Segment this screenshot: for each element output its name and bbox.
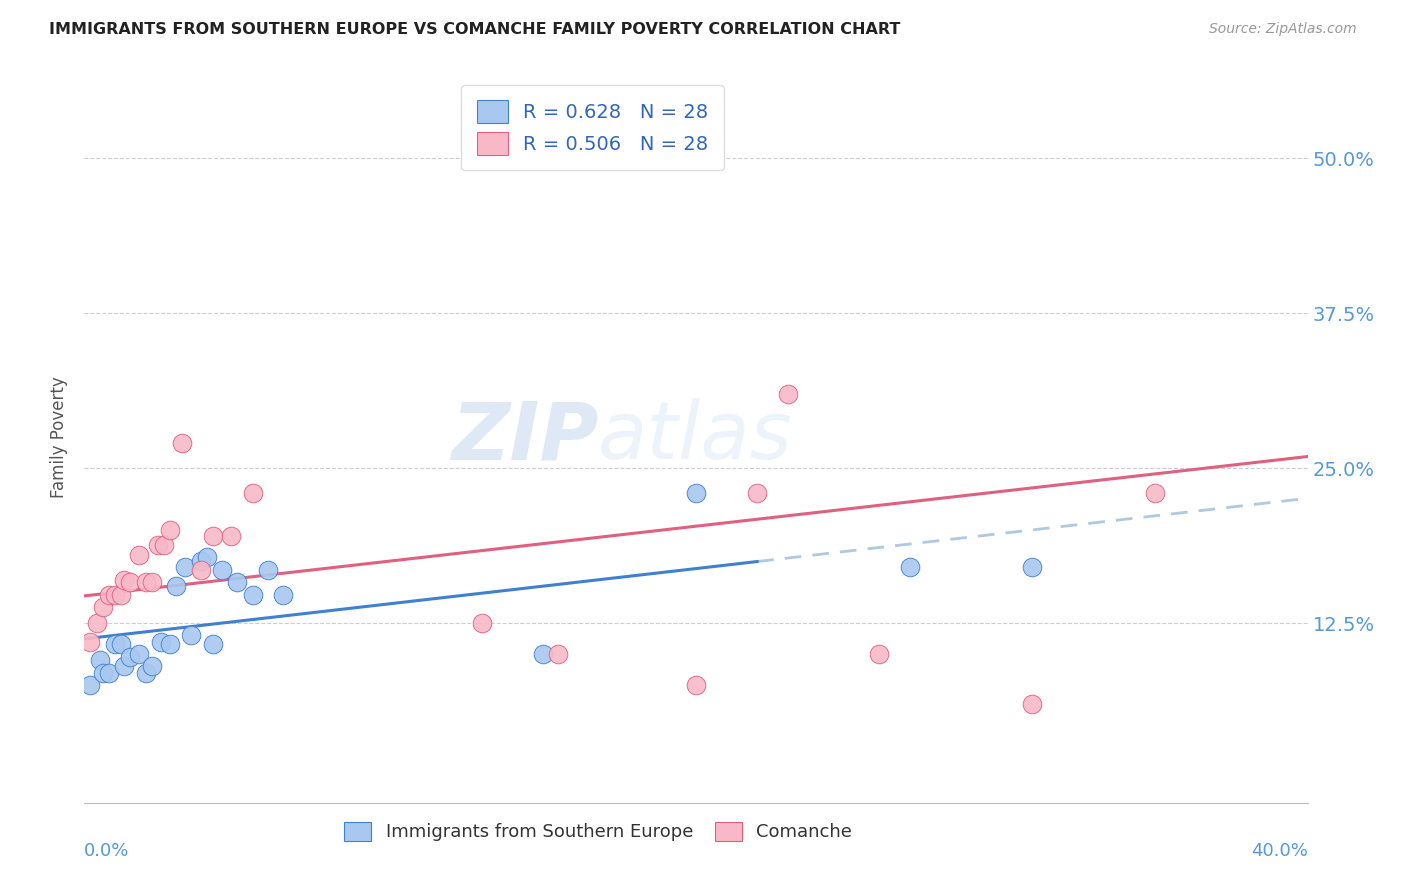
- Point: [1021, 697, 1043, 711]
- Point: [547, 647, 569, 661]
- Point: [165, 579, 187, 593]
- Text: atlas: atlas: [598, 398, 793, 476]
- Point: [104, 588, 127, 602]
- Point: [135, 575, 157, 590]
- Point: [776, 386, 799, 401]
- Point: [79, 678, 101, 692]
- Point: [159, 637, 181, 651]
- Point: [128, 548, 150, 562]
- Point: [104, 637, 127, 651]
- Point: [1021, 560, 1043, 574]
- Point: [120, 649, 142, 664]
- Point: [97, 665, 120, 680]
- Point: [110, 588, 132, 602]
- Point: [898, 560, 921, 574]
- Point: [190, 563, 212, 577]
- Point: [180, 628, 202, 642]
- Point: [128, 647, 150, 661]
- Legend: Immigrants from Southern Europe, Comanche: Immigrants from Southern Europe, Comanch…: [337, 814, 859, 848]
- Point: [211, 563, 233, 577]
- Point: [685, 486, 707, 500]
- Point: [201, 637, 224, 651]
- Point: [141, 575, 163, 590]
- Point: [112, 573, 135, 587]
- Point: [172, 436, 194, 450]
- Point: [174, 560, 197, 574]
- Y-axis label: Family Poverty: Family Poverty: [51, 376, 69, 498]
- Text: ZIP: ZIP: [451, 398, 598, 476]
- Point: [91, 599, 114, 614]
- Point: [149, 634, 172, 648]
- Point: [91, 665, 114, 680]
- Point: [471, 615, 494, 630]
- Point: [141, 659, 163, 673]
- Point: [685, 678, 707, 692]
- Point: [86, 615, 108, 630]
- Point: [257, 563, 280, 577]
- Point: [869, 647, 891, 661]
- Text: 40.0%: 40.0%: [1251, 842, 1308, 860]
- Point: [110, 637, 132, 651]
- Point: [97, 588, 120, 602]
- Point: [89, 653, 111, 667]
- Point: [112, 659, 135, 673]
- Point: [153, 538, 176, 552]
- Point: [159, 523, 181, 537]
- Point: [271, 588, 294, 602]
- Point: [1143, 486, 1166, 500]
- Point: [747, 486, 769, 500]
- Point: [79, 634, 101, 648]
- Point: [146, 538, 169, 552]
- Point: [219, 529, 242, 543]
- Point: [242, 588, 264, 602]
- Point: [226, 575, 249, 590]
- Text: IMMIGRANTS FROM SOUTHERN EUROPE VS COMANCHE FAMILY POVERTY CORRELATION CHART: IMMIGRANTS FROM SOUTHERN EUROPE VS COMAN…: [49, 22, 901, 37]
- Point: [242, 486, 264, 500]
- Text: Source: ZipAtlas.com: Source: ZipAtlas.com: [1209, 22, 1357, 37]
- Point: [135, 665, 157, 680]
- Point: [195, 550, 218, 565]
- Point: [120, 575, 142, 590]
- Point: [531, 647, 554, 661]
- Point: [201, 529, 224, 543]
- Text: 0.0%: 0.0%: [84, 842, 129, 860]
- Point: [190, 554, 212, 568]
